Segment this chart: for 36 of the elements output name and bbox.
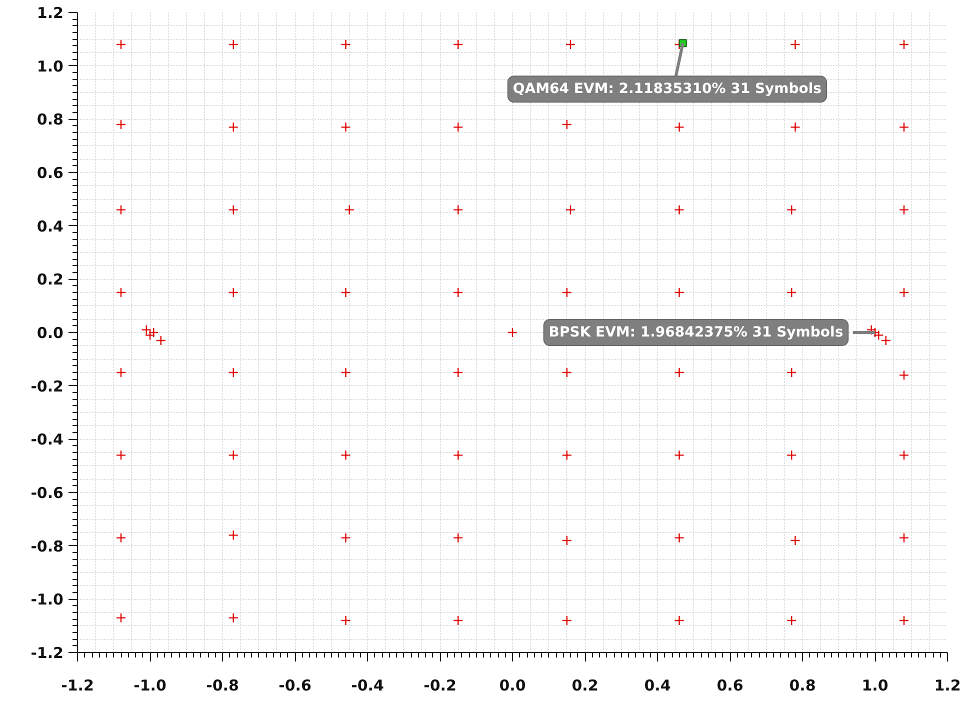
y-tick-label: 0.4 [36, 217, 64, 236]
point [148, 327, 159, 338]
point [880, 335, 891, 346]
y-tick-label: -0.6 [30, 484, 64, 502]
x-tick-label: 1.0 [862, 676, 888, 694]
point [156, 335, 166, 346]
x-tick-label: 0.8 [789, 676, 816, 694]
y-tick-label: 1.0 [36, 57, 64, 76]
y-tick-label: -1.0 [30, 590, 64, 609]
y-tick-label: 1.2 [36, 4, 64, 22]
y-tick-label: -0.8 [30, 537, 64, 556]
y-tick-label: 0.2 [36, 270, 64, 289]
y-tick-label: 0.0 [36, 324, 64, 342]
annotation: QAM64 EVM: 2.11835310% 31 Symbols [512, 81, 822, 98]
x-tick-label: -1.2 [61, 676, 94, 694]
point [141, 324, 152, 335]
x-tick-label: -0.2 [424, 676, 456, 694]
y-tick-label: -0.4 [30, 430, 64, 449]
x-tick-label: 0.0 [499, 676, 526, 694]
point [507, 327, 518, 338]
x-tick-label: 0.2 [572, 676, 598, 694]
x-tick-label: 0.6 [716, 676, 744, 694]
annotation: BPSK EVM: 1.96842375% 31 Symbols [548, 324, 844, 340]
x-tick-label: 0.4 [644, 676, 671, 694]
point [866, 324, 876, 335]
point [144, 330, 156, 340]
x-tick-label: -1.0 [134, 676, 166, 694]
x-tick-label: -0.6 [278, 676, 312, 694]
y-tick-label: 0.8 [36, 110, 64, 129]
x-tick-label: -0.4 [351, 676, 384, 694]
x-tick-label: -0.8 [206, 676, 239, 694]
y-tick-label: -0.2 [30, 377, 64, 396]
point [874, 330, 884, 340]
y-tick-label: 0.6 [36, 164, 64, 182]
x-tick-label: 1.2 [934, 676, 961, 694]
y-tick-label: -1.2 [30, 644, 64, 662]
